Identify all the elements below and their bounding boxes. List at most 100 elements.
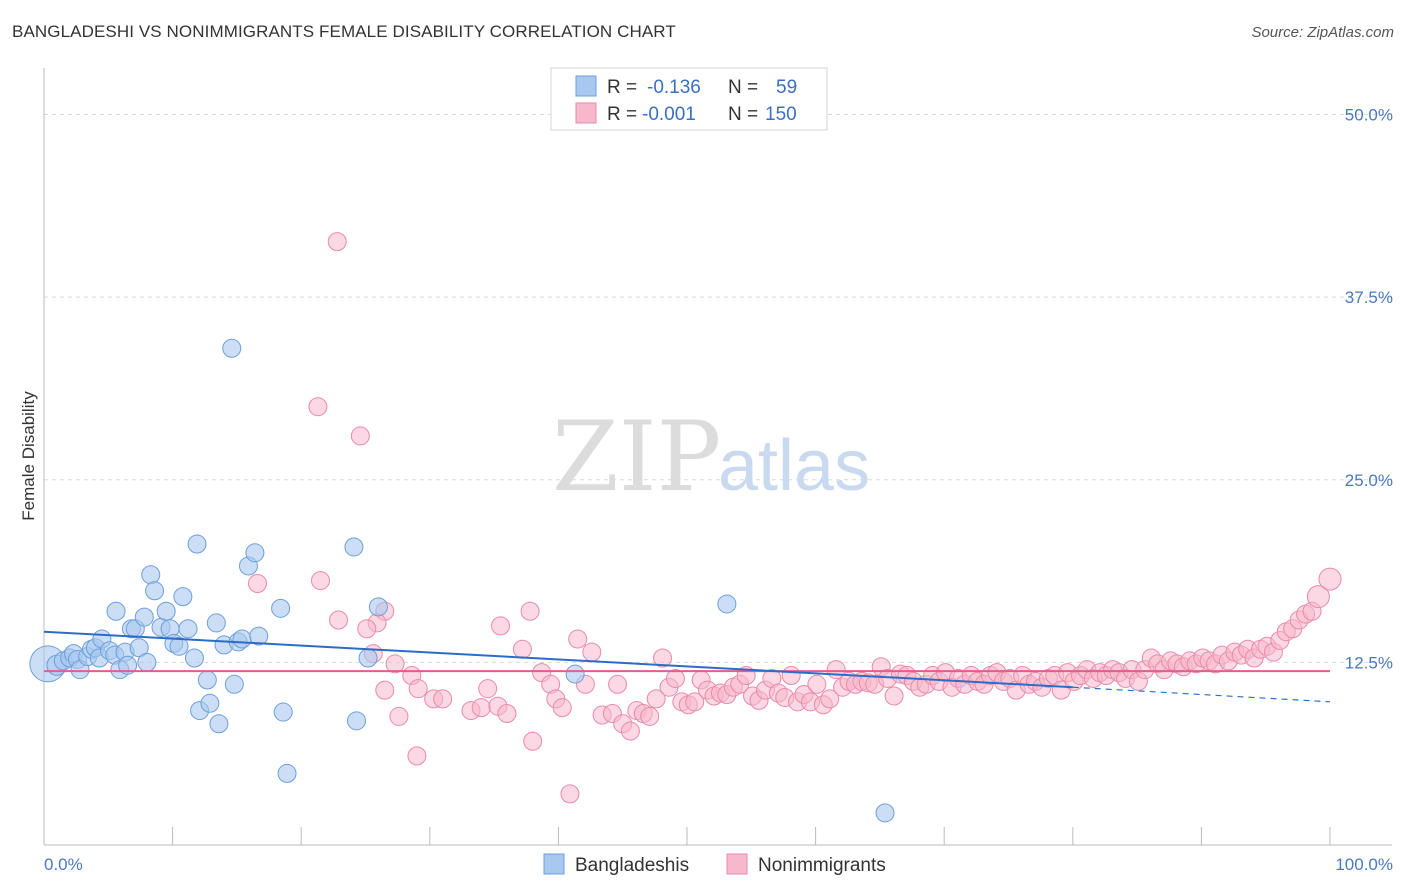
- y-tick-label-2: 37.5%: [1345, 288, 1393, 307]
- legend-r-label-1: R =: [607, 77, 637, 98]
- bangladeshi-point-24: [145, 581, 165, 601]
- x-tick-labels: 0.0% 100.0%: [44, 855, 1393, 874]
- nonimmigrant-point-37: [608, 674, 628, 694]
- nonimmigrant-point-20: [478, 679, 498, 699]
- nonimmigrant-point-49: [685, 692, 705, 712]
- nonimmigrant-point-30: [552, 698, 572, 718]
- grid-lines: [44, 114, 1392, 663]
- series-nonimmigrants-points: [247, 232, 1342, 804]
- nonimmigrant-point-11: [408, 679, 428, 699]
- bangladeshi-point-22: [137, 652, 157, 672]
- nonimmigrant-point-2: [350, 426, 370, 446]
- nonimmigrant-point-146: [1306, 585, 1330, 609]
- nonimmigrant-point-64: [781, 666, 801, 686]
- nonimmigrant-point-4: [247, 573, 267, 593]
- watermark: ZIP atlas: [552, 401, 870, 513]
- bottom-legend-label-bangladeshis: Bangladeshis: [575, 855, 689, 876]
- bangladeshi-point-21: [134, 607, 154, 627]
- watermark-zip: ZIP: [552, 401, 721, 513]
- nonimmigrant-point-70: [820, 689, 840, 709]
- bangladeshi-point-56: [875, 803, 895, 823]
- nonimmigrant-point-24: [512, 639, 532, 659]
- nonimmigrant-point-19: [471, 698, 491, 718]
- legend-swatch-bangladeshis: [575, 75, 597, 97]
- nonimmigrant-point-46: [665, 668, 685, 688]
- nonimmigrant-point-25: [520, 601, 540, 621]
- bangladeshi-point-50: [344, 537, 364, 557]
- legend-n-label-2: N =: [728, 104, 758, 125]
- x-tick-label-0: 0.0%: [44, 855, 83, 874]
- nonimmigrant-point-26: [523, 731, 543, 751]
- nonimmigrant-point-9: [385, 654, 405, 674]
- legend-r-value-1: -0.136: [647, 77, 701, 98]
- nonimmigrant-point-44: [653, 648, 673, 668]
- nonimmigrant-point-22: [491, 616, 511, 636]
- trend-line-bangladeshis-extension: [1072, 686, 1331, 703]
- legend-frame: [550, 67, 828, 131]
- nonimmigrant-point-17: [407, 746, 427, 766]
- bangladeshi-point-45: [245, 543, 265, 563]
- bangladeshi-point-23: [141, 565, 161, 585]
- y-tick-label-0: 12.5%: [1345, 653, 1393, 672]
- y-tick-label-1: 25.0%: [1345, 471, 1393, 490]
- axes: [43, 68, 1392, 846]
- bangladeshi-point-37: [206, 613, 226, 633]
- nonimmigrant-point-0: [327, 232, 347, 252]
- source-label: Source: ZipAtlas.com: [1251, 24, 1394, 41]
- bangladeshi-point-32: [184, 648, 204, 668]
- nonimmigrant-point-147: [1318, 567, 1342, 591]
- nonimmigrant-point-34: [582, 642, 602, 662]
- bottom-legend-swatch-nonimmigrants: [726, 853, 748, 875]
- chart-title: BANGLADESHI VS NONIMMIGRANTS FEMALE DISA…: [12, 22, 676, 41]
- bangladeshi-point-26: [156, 601, 176, 621]
- legend-n-label-1: N =: [728, 77, 758, 98]
- nonimmigrant-point-3: [310, 571, 330, 591]
- y-tick-labels: 12.5% 25.0% 37.5% 50.0%: [1345, 106, 1393, 673]
- series-bangladeshis-points: [29, 338, 895, 823]
- nonimmigrant-point-31: [560, 784, 580, 804]
- legend-n-value-2: 150: [765, 104, 797, 125]
- bangladeshi-point-53: [368, 597, 388, 617]
- nonimmigrant-point-7: [357, 619, 377, 639]
- bangladeshi-point-41: [224, 674, 244, 694]
- bangladeshi-point-46: [249, 626, 269, 646]
- bangladeshi-point-43: [232, 629, 252, 649]
- bangladeshi-point-40: [222, 338, 242, 358]
- bangladeshi-point-38: [209, 714, 229, 734]
- nonimmigrant-point-15: [375, 680, 395, 700]
- bangladeshi-point-14: [106, 601, 126, 621]
- nonimmigrant-point-68: [807, 674, 827, 694]
- y-axis-label: Female Disability: [19, 391, 38, 521]
- bangladeshi-point-20: [129, 638, 149, 658]
- legend-box: R = -0.136 N = 59 R = -0.001 N = 150: [550, 67, 828, 131]
- nonimmigrant-point-13: [433, 689, 453, 709]
- bangladeshi-point-48: [273, 702, 293, 722]
- nonimmigrant-point-43: [646, 689, 666, 709]
- legend-swatch-nonimmigrants: [575, 102, 597, 124]
- legend-n-value-1: 59: [776, 77, 797, 98]
- bangladeshi-point-52: [358, 648, 378, 668]
- bottom-legend-label-nonimmigrants: Nonimmigrants: [758, 855, 886, 876]
- bangladeshi-point-30: [173, 587, 193, 607]
- bangladeshi-point-49: [277, 763, 297, 783]
- legend-r-label-2: R =: [607, 104, 637, 125]
- bangladeshi-point-29: [169, 636, 189, 656]
- nonimmigrant-point-8: [328, 610, 348, 630]
- bangladeshi-point-35: [197, 670, 217, 690]
- bangladeshi-point-36: [200, 693, 220, 713]
- nonimmigrant-point-39: [620, 721, 640, 741]
- x-tick-label-1: 100.0%: [1335, 855, 1393, 874]
- nonimmigrant-point-1: [308, 397, 328, 417]
- bottom-legend: Bangladeshis Nonimmigrants: [543, 853, 886, 876]
- bangladeshi-point-31: [178, 619, 198, 639]
- nonimmigrant-point-32: [568, 629, 588, 649]
- bangladeshi-point-17: [118, 655, 138, 675]
- watermark-atlas: atlas: [718, 426, 870, 506]
- bangladeshi-point-55: [717, 594, 737, 614]
- bottom-legend-swatch-bangladeshis: [543, 853, 565, 875]
- nonimmigrant-point-42: [640, 706, 660, 726]
- nonimmigrant-point-16: [389, 706, 409, 726]
- bangladeshi-point-54: [565, 664, 585, 684]
- nonimmigrant-point-80: [884, 686, 904, 706]
